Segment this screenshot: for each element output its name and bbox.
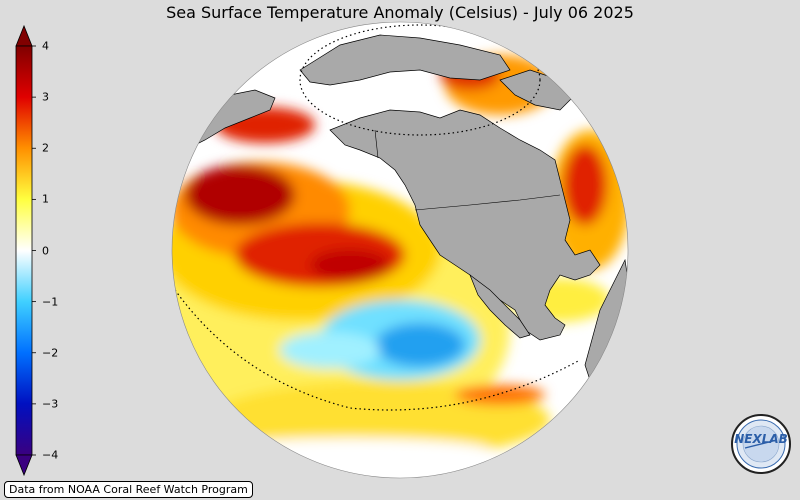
colorbar [15,24,36,477]
data-credit: Data from NOAA Coral Reef Watch Program [4,481,253,498]
colorbar-tick-label: −4 [42,448,59,462]
colorbar-ticks [32,45,36,456]
colorbar-tick-label: 4 [42,39,49,53]
map-title: Sea Surface Temperature Anomaly (Celsius… [166,3,634,22]
colorbar-max-extend [15,24,33,47]
colorbar-tick-label: −1 [42,295,59,309]
logo-text: NEXLAB [734,432,788,446]
us-canada-border [414,194,561,211]
colorbar-tick-label: 3 [42,90,49,104]
landmass [172,34,628,381]
colorbar-tick-label: −3 [42,397,59,411]
colorbar-tick-label: 1 [42,192,49,206]
globe-outline [171,21,629,479]
colorbar-bar [15,45,33,456]
colorbar-min-extend [15,454,33,477]
logo-icon [731,414,791,474]
colorbar-tick-label: 0 [42,244,49,257]
arctic-circle-line [299,24,541,136]
colorbar-tick-label: 2 [42,141,49,155]
colorbar-tick-label: −2 [42,346,59,360]
nexlab-logo: NEXLAB [731,414,791,474]
globe [172,22,628,478]
alaska-border [374,129,379,159]
